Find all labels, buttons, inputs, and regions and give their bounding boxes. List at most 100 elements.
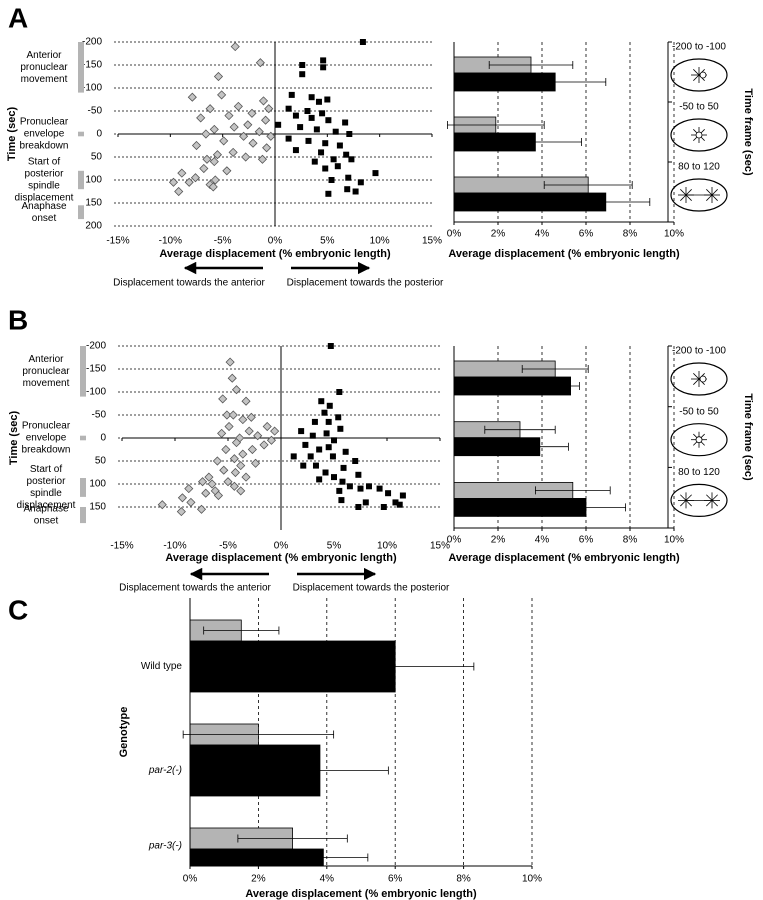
square-point	[352, 188, 359, 195]
square-point	[328, 177, 335, 183]
diamond-point	[257, 154, 268, 164]
diamond-point	[230, 42, 240, 52]
square-point	[344, 186, 351, 193]
diamond-point	[230, 467, 240, 478]
square-point	[319, 110, 326, 117]
stage-label: spindle	[30, 488, 62, 499]
square-point	[325, 418, 332, 425]
embryo-detail	[680, 494, 687, 501]
diamond-point	[247, 444, 257, 455]
diamond-point	[217, 90, 227, 100]
square-point	[357, 485, 364, 492]
diamond-point	[219, 136, 229, 146]
square-point	[340, 464, 347, 471]
square-point	[365, 483, 372, 490]
embryo-detail	[699, 71, 707, 79]
x-tick-label: 10%	[664, 535, 684, 546]
diamond-point	[241, 152, 251, 162]
embryo-detail	[695, 131, 703, 139]
square-point	[311, 418, 318, 425]
panel-letter: C	[8, 594, 28, 625]
diamond-point	[217, 428, 227, 438]
diamond-point	[233, 101, 243, 111]
stage-label: spindle	[28, 181, 60, 192]
arrow-label: Displacement towards the posterior	[293, 583, 450, 594]
square-point	[308, 114, 315, 121]
square-point	[305, 137, 312, 144]
square-point	[331, 437, 337, 444]
x-tick-label: 10%	[664, 229, 684, 240]
diamond-point	[231, 438, 242, 448]
embryo-icon	[670, 58, 728, 92]
y-tick-label: -200	[86, 341, 106, 352]
square-point	[343, 151, 350, 158]
diamond-point	[196, 113, 206, 123]
error-bar	[237, 834, 348, 843]
diamond-point	[205, 104, 215, 114]
arrow-label: Displacement towards the anterior	[113, 278, 265, 289]
y-tick-label: 0	[96, 129, 102, 140]
square-point	[372, 170, 379, 177]
diamond-point	[266, 131, 276, 141]
diamond-point	[190, 173, 201, 183]
error-bar	[278, 853, 369, 862]
panel-letter: B	[8, 304, 28, 335]
diamond-point	[207, 479, 217, 489]
diamond-point	[201, 129, 211, 139]
stage-label: posterior	[25, 169, 65, 180]
embryo-detail	[693, 378, 700, 385]
square-point	[385, 490, 392, 497]
embryo-icon	[670, 423, 728, 457]
diamond-point	[186, 497, 196, 507]
panel-letter: A	[8, 2, 28, 33]
square-point	[336, 487, 343, 494]
y-axis-title: Time (sec)	[8, 411, 20, 466]
diamond-point	[177, 168, 187, 178]
stage-bar	[78, 205, 84, 220]
stage-bar	[80, 346, 86, 397]
x-axis-title: Average displacement (% embryonic length…	[448, 552, 680, 564]
stage-label: displacement	[15, 193, 74, 204]
square-point	[320, 57, 327, 64]
stage-label: pronuclear	[22, 366, 70, 377]
embryo-detail	[711, 494, 718, 501]
x-tick-label: -5%	[219, 541, 237, 552]
diamond-point	[202, 154, 212, 164]
square-point	[322, 165, 329, 172]
diamond-point	[168, 177, 179, 187]
error-bar	[488, 138, 582, 146]
square-point	[318, 149, 325, 156]
diamond-point	[221, 444, 231, 455]
square-point	[312, 462, 319, 469]
diamond-point	[244, 426, 254, 436]
y-tick-label: -50	[92, 410, 107, 421]
square-point	[298, 428, 305, 435]
diamond-point	[187, 92, 197, 102]
x-tick-label: -10%	[159, 236, 182, 247]
error-bar	[203, 626, 280, 635]
square-point	[357, 179, 364, 186]
y-tick-label: 100	[89, 479, 106, 490]
square-point	[380, 504, 387, 510]
stage-bar	[80, 435, 86, 441]
embryo-icon	[670, 118, 728, 152]
x-tick-label: 8%	[456, 874, 471, 885]
error-bar	[510, 442, 569, 451]
x-tick-label: 6%	[579, 535, 594, 546]
embryo-detail	[706, 500, 713, 507]
diamond-point	[262, 421, 272, 432]
x-tick-label: 0%	[183, 874, 198, 885]
diamond-point	[219, 465, 229, 475]
y-tick-label: -50	[88, 106, 103, 117]
stage-label: breakdown	[22, 445, 71, 456]
square-point	[345, 174, 352, 181]
x-tick-label: 0%	[268, 236, 283, 247]
embryo-detail	[711, 189, 718, 196]
stage-label: onset	[32, 213, 57, 224]
diamond-point	[184, 484, 194, 494]
diamond-point	[222, 410, 232, 420]
square-point	[327, 343, 334, 349]
diamond-point	[213, 490, 224, 501]
square-point	[316, 446, 323, 453]
